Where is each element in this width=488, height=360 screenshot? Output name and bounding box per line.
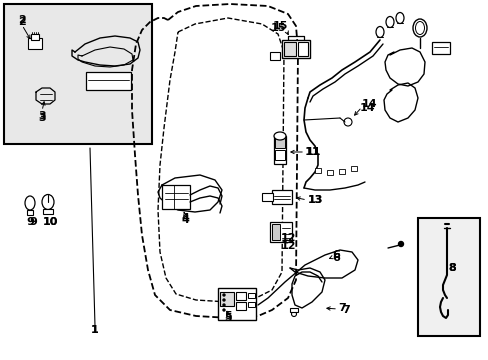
Bar: [297, 42, 307, 56]
Text: 1: 1: [91, 325, 99, 335]
Bar: [326, 170, 332, 175]
Text: 9: 9: [29, 217, 37, 227]
Bar: [269, 222, 291, 242]
Text: 12: 12: [280, 233, 295, 243]
Bar: [274, 138, 285, 148]
Bar: [284, 42, 295, 56]
Bar: [247, 302, 254, 307]
Text: 4: 4: [181, 215, 188, 225]
Circle shape: [223, 304, 224, 306]
Circle shape: [223, 294, 224, 296]
Bar: [86, 72, 131, 90]
Text: 13: 13: [307, 195, 323, 205]
Bar: [273, 136, 285, 164]
Text: 9: 9: [26, 217, 34, 227]
Bar: [236, 302, 245, 310]
Circle shape: [223, 299, 224, 301]
Bar: [269, 52, 280, 60]
Bar: [4, 4, 152, 144]
Bar: [314, 168, 320, 173]
Text: 7: 7: [341, 305, 349, 315]
Bar: [289, 308, 297, 312]
Text: 15: 15: [270, 23, 285, 33]
Text: 4: 4: [181, 213, 188, 223]
Text: 14: 14: [359, 103, 375, 113]
Text: 7: 7: [337, 303, 345, 313]
Text: 15: 15: [272, 21, 287, 31]
Text: 11: 11: [305, 147, 320, 157]
Bar: [262, 193, 272, 201]
Bar: [274, 150, 285, 160]
Bar: [162, 185, 190, 209]
Text: 14: 14: [361, 99, 377, 109]
Text: 1: 1: [91, 325, 99, 335]
Bar: [28, 38, 42, 49]
Text: 10: 10: [42, 217, 58, 227]
Bar: [271, 190, 291, 204]
Bar: [431, 42, 449, 54]
Text: 6: 6: [331, 250, 339, 260]
Text: 6: 6: [331, 253, 339, 263]
Bar: [236, 292, 245, 300]
Text: 3: 3: [38, 113, 46, 123]
Ellipse shape: [273, 132, 285, 140]
Circle shape: [398, 242, 403, 247]
Bar: [247, 293, 254, 298]
Text: 10: 10: [42, 217, 58, 227]
Bar: [31, 34, 39, 40]
Circle shape: [223, 309, 224, 311]
Text: 5: 5: [224, 313, 231, 323]
Bar: [43, 209, 53, 214]
Text: 13: 13: [307, 195, 323, 205]
Text: 5: 5: [224, 311, 231, 321]
Text: 2: 2: [18, 15, 26, 25]
Bar: [350, 166, 356, 171]
Text: 3: 3: [38, 111, 46, 121]
Bar: [220, 292, 234, 306]
Text: 8: 8: [447, 263, 455, 273]
Text: 8: 8: [447, 263, 455, 273]
Bar: [27, 210, 33, 215]
Bar: [218, 288, 256, 320]
Text: 11: 11: [305, 147, 321, 157]
Bar: [417, 218, 479, 336]
Text: 12: 12: [280, 241, 295, 251]
Bar: [282, 40, 309, 58]
Bar: [271, 224, 280, 240]
Text: 2: 2: [18, 17, 26, 27]
Bar: [338, 169, 345, 174]
